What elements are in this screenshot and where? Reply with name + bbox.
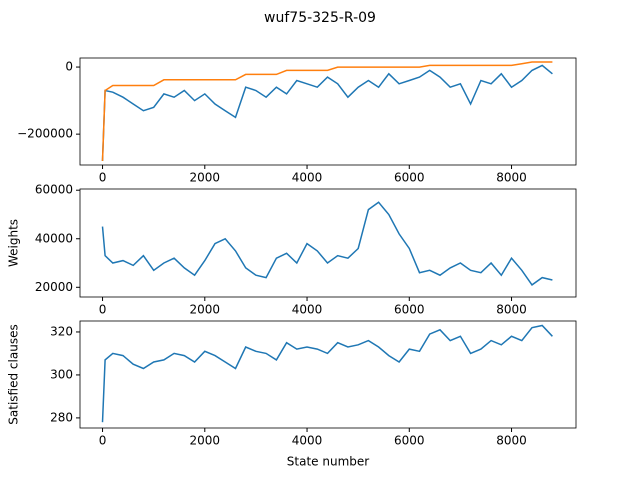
x-tick-label: 4000 [292, 303, 323, 317]
y-tick-label: 280 [50, 410, 73, 424]
series-line [101, 61, 553, 162]
y-tick-label: 300 [50, 367, 73, 381]
x-tick-label: 8000 [496, 434, 527, 448]
y-tick-label: 60000 [35, 183, 73, 197]
x-tick-label: 6000 [394, 171, 425, 185]
x-tick-label: 8000 [496, 171, 527, 185]
y-axis-label: Weights [7, 219, 21, 267]
x-tick-label: 0 [99, 434, 107, 448]
x-tick-label: 2000 [190, 434, 221, 448]
x-tick-label: 8000 [496, 303, 527, 317]
y-tick-label: 20000 [35, 280, 73, 294]
figure-title: wuf75-325-R-09 [264, 10, 376, 26]
x-tick-label: 4000 [292, 434, 323, 448]
x-axis-label: State number [287, 455, 369, 469]
x-tick-label: 2000 [190, 171, 221, 185]
y-tick-label: 40000 [35, 231, 73, 245]
x-tick-label: 6000 [394, 303, 425, 317]
series-line [101, 324, 553, 423]
x-tick-label: 4000 [292, 171, 323, 185]
y-axis-label: Satisfied clauses [7, 324, 21, 424]
axes-frame [79, 188, 577, 298]
y-tick-label: −200000 [17, 127, 73, 141]
x-tick-label: 0 [99, 303, 107, 317]
axes-frame [79, 320, 577, 429]
x-tick-label: 0 [99, 171, 107, 185]
series-line [101, 201, 553, 286]
series-line [101, 64, 553, 162]
y-tick-label: 320 [50, 324, 73, 338]
x-tick-label: 2000 [190, 303, 221, 317]
axes-frame [79, 57, 577, 166]
x-tick-label: 6000 [394, 434, 425, 448]
y-tick-label: 0 [65, 60, 73, 74]
